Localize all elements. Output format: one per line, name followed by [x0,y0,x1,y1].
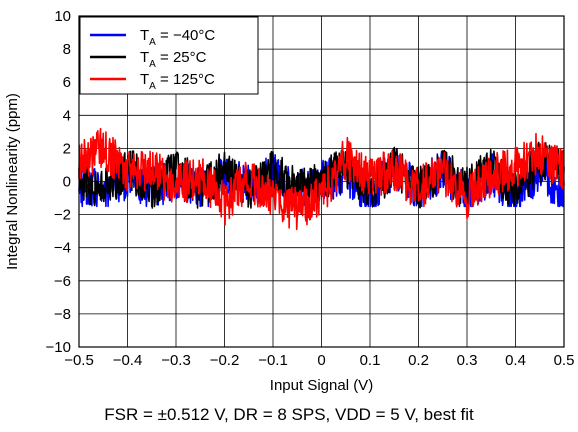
tick-layer: −0.5 −0.4 −0.3 −0.2 −0.1 0 0.1 0.2 0.3 0.4 0.5 −10 −… [46,8,575,369]
y-tick-label: 2 [63,140,71,157]
y-axis-title: Integral Nonlinearity (ppm) [4,93,21,270]
x-tick-label: −0.3 [161,352,191,369]
x-tick-label: 0.1 [360,352,381,369]
chart-caption: FSR = ±0.512 V, DR = 8 SPS, VDD = 5 V, b… [104,405,474,424]
legend-label-sub: A [149,37,156,48]
x-tick-label: −0.1 [258,352,288,369]
y-tick-label: −4 [54,240,71,257]
legend-entry: TA = 25°C [140,49,207,70]
legend-label-sub: A [149,81,156,92]
x-axis-title: Input Signal (V) [270,377,373,394]
y-tick-label: 4 [63,107,71,124]
x-tick-label: 0.2 [408,352,429,369]
legend-label-main: T [140,49,149,66]
legend-label-rest: = 125°C [156,71,215,88]
y-tick-label: 10 [54,8,71,25]
y-tick-label: 6 [63,74,71,91]
y-tick-label: −6 [54,273,71,290]
legend: TA = −40°CTA = 25°CTA = 125°C [79,16,259,95]
x-tick-label: 0.5 [554,352,575,369]
legend-box [79,16,259,95]
x-tick-label: −0.5 [64,352,94,369]
legend-label-main: T [140,27,149,44]
x-tick-label: −0.2 [210,352,240,369]
x-tick-label: 0.4 [505,352,526,369]
x-tick-label: −0.4 [113,352,143,369]
y-tick-label: −8 [54,306,71,323]
y-tick-label: −10 [46,339,71,356]
series-layer [78,127,565,231]
y-tick-label: 8 [63,41,71,58]
x-tick-label: 0 [317,352,325,369]
legend-label-sub: A [149,59,156,70]
plot-frame [78,15,565,348]
x-tick-label: 0.3 [457,352,478,369]
legend-label-rest: = −40°C [156,27,216,44]
series-line [78,127,565,231]
legend-label-main: T [140,71,149,88]
y-tick-label: 0 [63,174,71,191]
legend-entry: TA = 125°C [140,71,215,92]
legend-label-rest: = 25°C [156,49,207,66]
legend-entry: TA = −40°C [140,27,215,48]
y-tick-label: −2 [54,207,71,224]
